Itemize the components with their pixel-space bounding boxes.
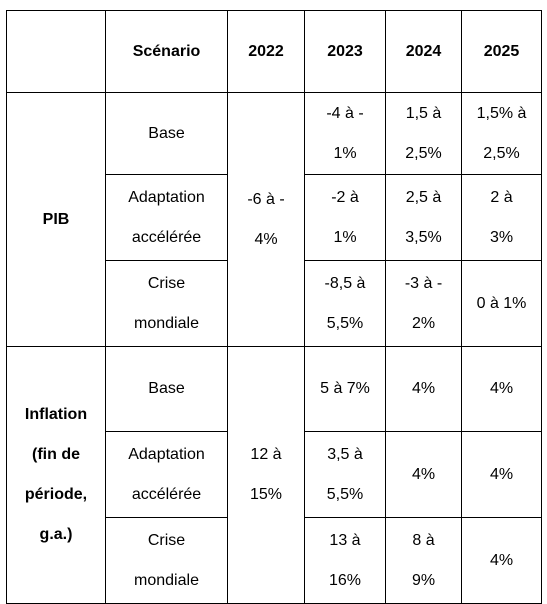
table-row: Adaptation accélérée 3,5 à 5,5% 4% 4% xyxy=(7,431,542,518)
group-label-line: g.a.) xyxy=(39,526,73,543)
value-line: 3% xyxy=(489,228,514,246)
value-line: 2 à xyxy=(490,188,513,206)
scenario-line: mondiale xyxy=(134,571,199,589)
scenario-line: Adaptation xyxy=(128,445,205,463)
header-year-2024: 2024 xyxy=(385,10,462,93)
value-line: -8,5 à xyxy=(324,274,366,292)
group-label-pib: PIB xyxy=(6,92,106,347)
table-row: PIB Base -6 à - 4% -4 à - 1% 1,5 à 2,5% … xyxy=(6,92,542,347)
value-2023-cell: -4 à - 1% xyxy=(304,92,386,175)
group-label-line: période, xyxy=(24,486,88,503)
header-year-2022: 2022 xyxy=(227,10,305,93)
scenario-line: Crise xyxy=(147,531,186,549)
value-2024-cell: 4% xyxy=(385,346,462,432)
value-2023-cell: -2 à 1% xyxy=(304,174,386,261)
value-line: -4 à - xyxy=(326,104,364,122)
value-2024-cell: 8 à 9% xyxy=(385,517,462,604)
scenario-cell: Adaptation accélérée xyxy=(105,174,228,261)
value-line: 9% xyxy=(411,571,436,589)
value-line: 4% xyxy=(411,465,436,483)
value-line: 3,5% xyxy=(405,228,442,246)
value-line: 1,5% à xyxy=(476,104,527,122)
value-line: 4% xyxy=(489,380,514,397)
value-2024-cell: 4% xyxy=(385,431,462,518)
value-line: 4% xyxy=(489,465,514,483)
scenario-line: accélérée xyxy=(131,228,202,246)
value-line: 5 à 7% xyxy=(320,380,370,397)
value-line: 2% xyxy=(411,314,436,332)
value-line: 12 à xyxy=(250,446,282,463)
scenario-line: Adaptation xyxy=(128,188,205,206)
value-2022-pib: -6 à - 4% xyxy=(227,92,305,347)
value-line: 8 à xyxy=(412,531,435,549)
value-2023-cell: 3,5 à 5,5% xyxy=(304,431,386,518)
group-label-line: (fin de xyxy=(32,446,80,463)
scenario-cell: Adaptation accélérée xyxy=(105,431,228,518)
value-line: 2,5% xyxy=(405,144,442,162)
scenario-line: Crise xyxy=(147,274,186,292)
scenario-cell: Crise mondiale xyxy=(105,260,228,347)
table-row: Crise mondiale -8,5 à 5,5% -3 à - 2% 0 à… xyxy=(7,260,542,347)
table-row: Inflation (fin de période, g.a.) Base 12… xyxy=(6,346,542,604)
value-line: 2,5 à xyxy=(405,188,442,206)
value-line: 3,5 à xyxy=(327,445,363,463)
value-2025-cell: 2 à 3% xyxy=(461,174,542,261)
value-2025-cell: 4% xyxy=(461,431,542,518)
scenario-cell: Base xyxy=(105,92,228,175)
header-scenario: Scénario xyxy=(105,10,228,93)
value-line: 4% xyxy=(254,230,278,248)
header-row: Scénario 2022 2023 2024 2025 xyxy=(6,10,542,93)
scenario-table: Scénario 2022 2023 2024 2025 PIB Base -6… xyxy=(6,10,542,604)
value-2024-cell: 1,5 à 2,5% xyxy=(385,92,462,175)
header-blank-cell xyxy=(6,10,106,93)
scenario-cell: Base xyxy=(105,346,228,432)
value-line: 1% xyxy=(333,228,357,246)
scenario-line: accélérée xyxy=(131,485,202,503)
scenario-line: Base xyxy=(148,124,185,142)
group-label-inflation: Inflation (fin de période, g.a.) xyxy=(6,346,106,604)
scenario-cell: Crise mondiale xyxy=(105,517,228,604)
value-2025-cell: 4% xyxy=(461,346,542,432)
value-2024-cell: -3 à - 2% xyxy=(385,260,462,347)
value-line: -3 à - xyxy=(404,274,443,292)
value-2023-cell: 13 à 16% xyxy=(304,517,386,604)
group-label-line: PIB xyxy=(42,210,70,228)
value-line: 13 à xyxy=(329,531,361,549)
value-line: 0 à 1% xyxy=(476,294,527,312)
value-line: -6 à - xyxy=(247,190,285,208)
value-line: 16% xyxy=(328,571,362,589)
value-line: 15% xyxy=(249,486,283,503)
value-line: 2,5% xyxy=(483,144,520,162)
value-2022-inflation: 12 à 15% xyxy=(227,346,305,604)
value-2025-cell: 1,5% à 2,5% xyxy=(461,92,542,175)
scenario-line: Base xyxy=(148,380,185,397)
value-line: -2 à xyxy=(331,188,359,206)
value-line: 5,5% xyxy=(326,485,364,503)
scenario-line: mondiale xyxy=(134,314,199,332)
value-2025-cell: 4% xyxy=(461,517,542,604)
value-line: 1% xyxy=(333,144,357,162)
value-2024-cell: 2,5 à 3,5% xyxy=(385,174,462,261)
value-2025-cell: 0 à 1% xyxy=(461,260,542,347)
value-line: 4% xyxy=(411,380,436,397)
header-year-2025: 2025 xyxy=(461,10,542,93)
value-line: 5,5% xyxy=(326,314,364,332)
value-line: 1,5 à xyxy=(405,104,442,122)
value-line: 4% xyxy=(489,551,514,569)
table-row: Adaptation accélérée -2 à 1% 2,5 à 3,5% … xyxy=(7,174,542,261)
value-2023-cell: 5 à 7% xyxy=(304,346,386,432)
header-year-2023: 2023 xyxy=(304,10,386,93)
group-label-line: Inflation xyxy=(24,406,88,423)
value-2023-cell: -8,5 à 5,5% xyxy=(304,260,386,347)
